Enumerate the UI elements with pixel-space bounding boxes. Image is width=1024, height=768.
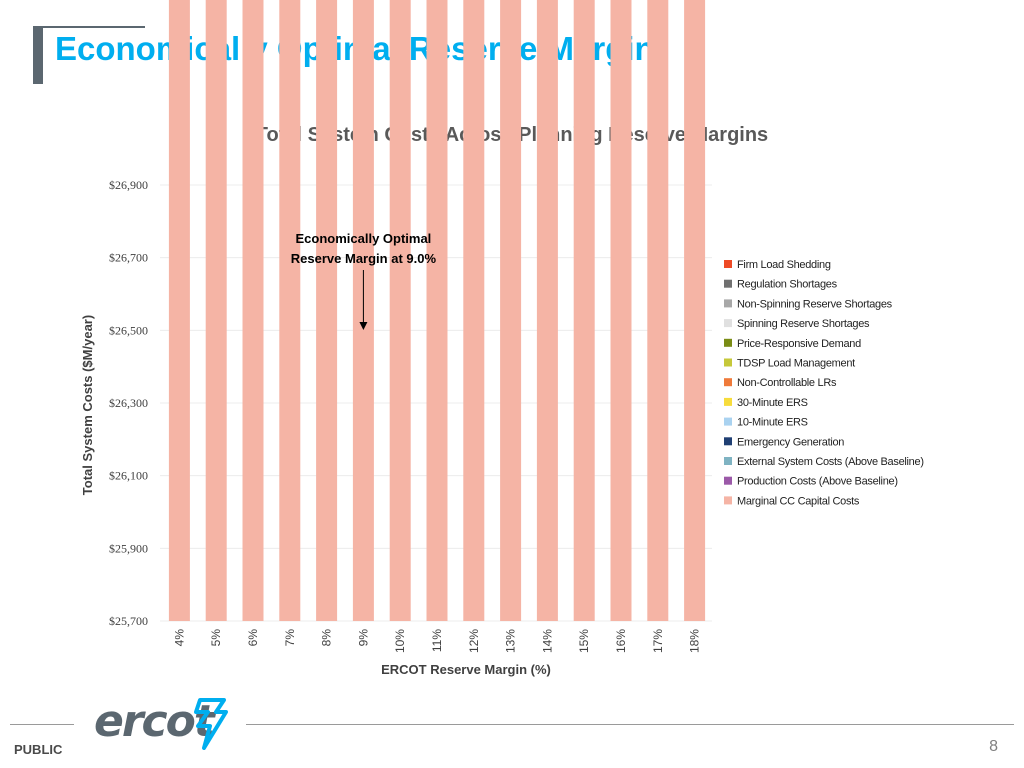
legend-label: Production Costs (Above Baseline) (737, 476, 898, 488)
legend-label: 30-Minute ERS (737, 397, 808, 409)
y-tick-label: $26,700 (109, 251, 148, 265)
x-tick-label: 13% (504, 629, 518, 653)
y-tick-label: $26,100 (109, 469, 148, 483)
bar-segment (316, 0, 338, 621)
stacked-bar-chart: $25,700 $25,900 $26,100 $26,300 $26,500 $26,7… (80, 0, 924, 677)
bar-segment (536, 0, 558, 621)
bar-segment (426, 0, 448, 621)
annotation-arrowhead (359, 322, 368, 330)
annotation-line-2: Reserve Margin at 9.0% (291, 251, 437, 266)
y-tick-label: $25,700 (109, 614, 148, 628)
y-tick-label: $26,900 (109, 178, 148, 192)
x-tick-label: 7% (283, 629, 297, 647)
x-tick-label: 9% (356, 629, 370, 647)
x-tick-label: 14% (540, 629, 554, 653)
legend-swatch (724, 319, 732, 328)
legend-swatch (724, 496, 732, 505)
y-axis-title: Total System Costs ($M/year) (80, 315, 95, 495)
lightning-bolt-icon (194, 698, 228, 750)
legend-label: TDSP Load Management (737, 358, 855, 370)
bar-segment (573, 0, 595, 621)
footer-divider-left (10, 724, 74, 725)
ercot-logo: ercot (94, 696, 244, 754)
legend-swatch (724, 260, 732, 268)
y-tick-label: $25,900 (109, 541, 148, 555)
legend-swatch (724, 476, 732, 485)
bar-segment (242, 0, 264, 621)
x-tick-label: 15% (577, 629, 591, 653)
x-tick-label: 17% (651, 629, 665, 653)
legend-swatch (724, 457, 732, 465)
x-tick-label: 18% (688, 629, 702, 653)
x-tick-label: 11% (430, 629, 444, 652)
legend-label: Firm Load Shedding (737, 259, 831, 271)
legend-label: Emergency Generation (737, 436, 844, 448)
legend-label: Marginal CC Capital Costs (737, 495, 860, 507)
x-tick-label: 4% (172, 629, 186, 647)
x-tick-label: 8% (320, 629, 334, 647)
legend-swatch (724, 397, 732, 406)
title-accent-bar (33, 26, 43, 84)
classification-label: PUBLIC (14, 742, 63, 757)
y-tick-label: $26,500 (109, 323, 148, 337)
legend-label: Non-Spinning Reserve Shortages (737, 298, 893, 310)
bar-segment (684, 0, 706, 621)
bar-segment (610, 0, 632, 621)
bar-segment (500, 0, 522, 621)
x-tick-label: 10% (393, 629, 407, 653)
legend-swatch (724, 358, 732, 367)
legend-swatch (724, 279, 732, 288)
legend-swatch (724, 378, 732, 387)
footer-divider-right (246, 724, 1014, 725)
bar-segment (647, 0, 669, 621)
legend-swatch (724, 437, 732, 446)
page-number: 8 (989, 738, 998, 755)
x-tick-label: 12% (467, 629, 481, 653)
bar-segment (205, 0, 227, 621)
legend-label: 10-Minute ERS (737, 417, 808, 429)
y-tick-label: $26,300 (109, 396, 148, 410)
legend-label: Non-Controllable LRs (737, 377, 837, 389)
legend-label: Regulation Shortages (737, 279, 838, 291)
legend-label: Spinning Reserve Shortages (737, 318, 870, 330)
legend-swatch (724, 417, 732, 426)
x-tick-label: 5% (209, 629, 223, 647)
bar-segment (168, 0, 190, 621)
legend-label: External System Costs (Above Baseline) (737, 456, 924, 468)
logo-wordmark: ercot (94, 696, 215, 747)
x-tick-label: 16% (614, 629, 628, 653)
annotation-line-1: Economically Optimal (295, 231, 431, 246)
bar-segment (279, 0, 301, 621)
bar-segment (463, 0, 485, 621)
legend-swatch (724, 299, 732, 308)
x-tick-label: 6% (246, 629, 260, 647)
legend-swatch (724, 338, 732, 347)
x-axis-title: ERCOT Reserve Margin (%) (381, 662, 551, 677)
legend-label: Price-Responsive Demand (737, 338, 861, 350)
bar-segment (389, 0, 411, 621)
title-accent-rule (33, 26, 145, 28)
